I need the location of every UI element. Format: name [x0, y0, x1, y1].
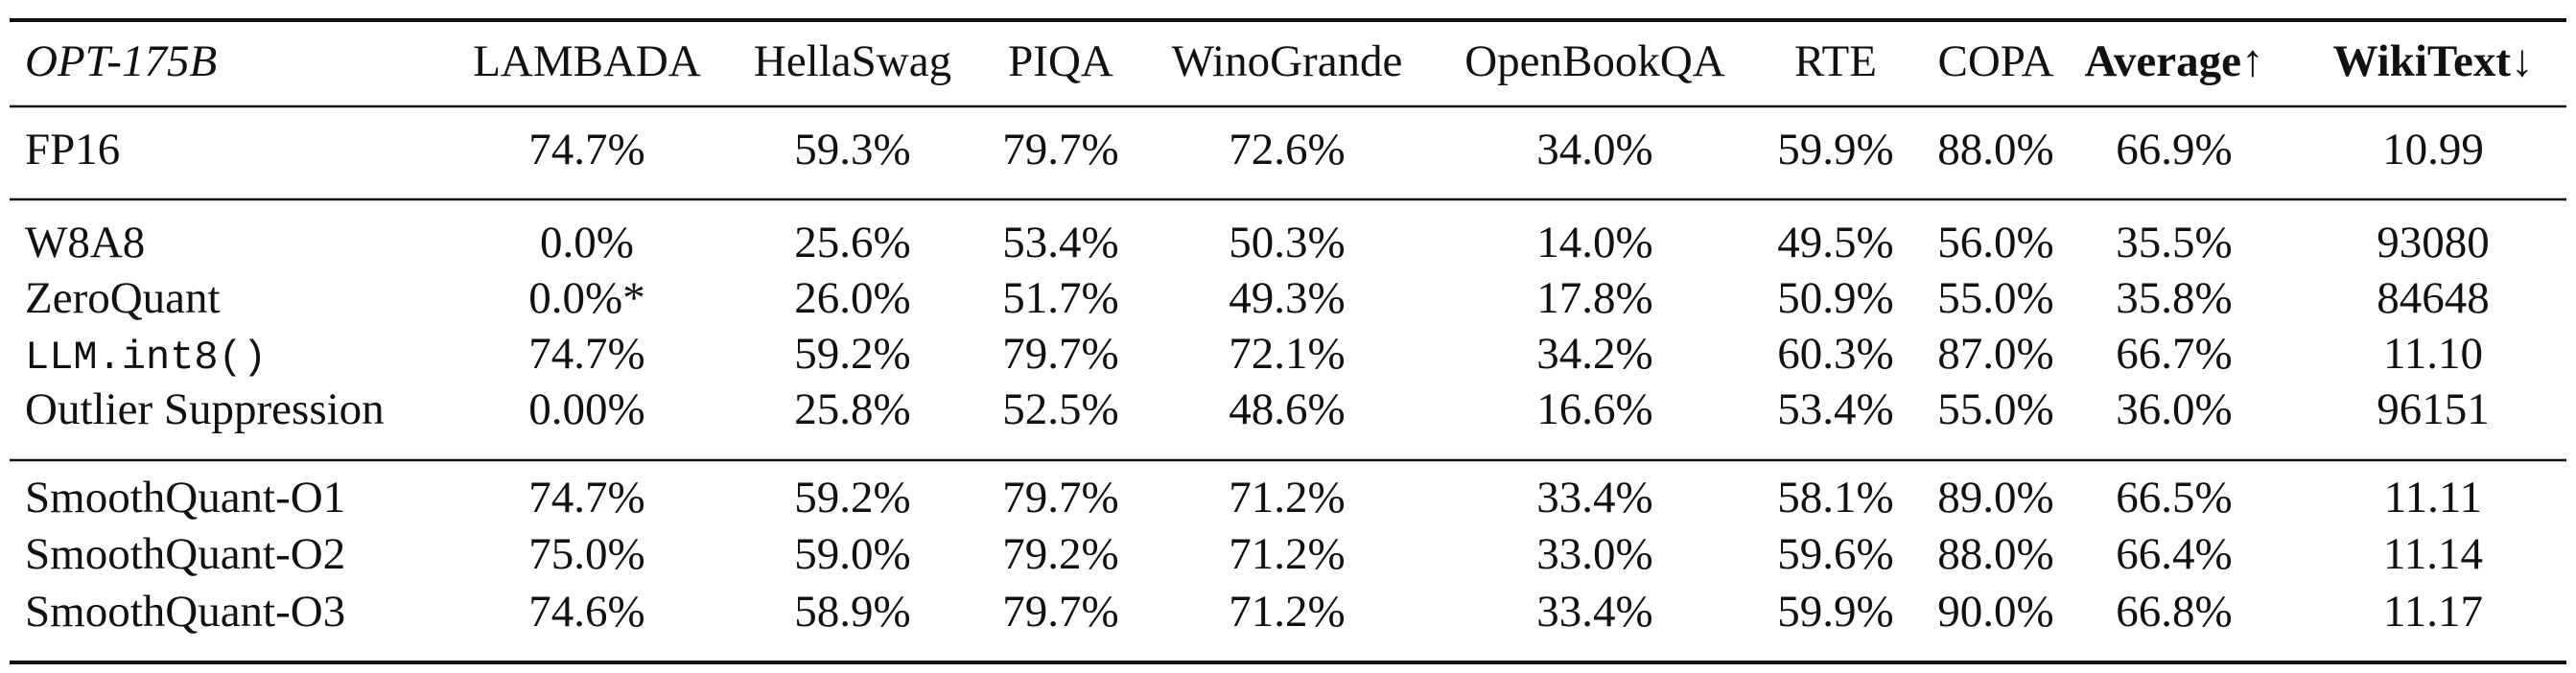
cell-value: 0.0%* [528, 273, 644, 323]
cell-value: 50.9% [1777, 273, 1893, 323]
cell-value: 0.0% [540, 218, 634, 267]
cell-value: 25.6% [794, 218, 910, 267]
cell-value: 79.7% [1002, 329, 1118, 379]
method-name: Outlier Suppression [25, 384, 385, 434]
cell-value: 90.0% [1937, 587, 2053, 637]
method-name: SmoothQuant-O3 [25, 587, 345, 637]
cell-value: 26.0% [794, 273, 910, 323]
cell-value: 59.9% [1777, 125, 1893, 174]
cell-value: 59.9% [1777, 587, 1893, 637]
cell-value: 89.0% [1937, 473, 2053, 522]
cell-value: 34.0% [1536, 125, 1652, 174]
cell-value: 25.8% [794, 384, 910, 434]
cell-value: 79.7% [1002, 473, 1118, 522]
method-name: SmoothQuant-O1 [25, 473, 345, 522]
cell-value: 56.0% [1937, 218, 2053, 267]
cell-value: 10.99 [2382, 125, 2484, 174]
cell-value: 34.2% [1536, 329, 1652, 379]
cell-value: 66.8% [2116, 587, 2232, 637]
cell-value: 0.00% [528, 384, 644, 434]
cell-value: 66.5% [2116, 473, 2232, 522]
cell-value: 11.11 [2384, 473, 2482, 522]
cell-value: 59.6% [1777, 529, 1893, 579]
cell-value: 55.0% [1937, 384, 2053, 434]
cell-value: 55.0% [1937, 273, 2053, 323]
cell-value: 66.7% [2116, 329, 2232, 379]
cell-value: 11.17 [2383, 587, 2483, 637]
column-header: PIQA [1008, 36, 1113, 86]
cell-value: 14.0% [1536, 218, 1652, 267]
cell-value: 71.2% [1229, 473, 1345, 522]
method-name: LLM.int8() [25, 335, 267, 381]
cell-value: 17.8% [1536, 273, 1652, 323]
method-name: W8A8 [25, 218, 145, 267]
model-header: OPT-175B [25, 36, 217, 86]
cell-value: 49.5% [1777, 218, 1893, 267]
cell-value: 66.4% [2116, 529, 2232, 579]
cell-value: 52.5% [1002, 384, 1118, 434]
cell-value: 79.7% [1002, 125, 1118, 174]
method-name: ZeroQuant [25, 273, 221, 323]
cell-value: 74.6% [528, 587, 644, 637]
cell-value: 11.14 [2383, 529, 2483, 579]
method-name: SmoothQuant-O2 [25, 529, 345, 579]
method-name: FP16 [25, 125, 120, 174]
cell-value: 59.3% [794, 125, 910, 174]
cell-value: 93080 [2377, 218, 2490, 267]
cell-value: 53.4% [1002, 218, 1118, 267]
cell-value: 66.9% [2116, 125, 2232, 174]
cell-value: 79.2% [1002, 529, 1118, 579]
cell-value: 72.6% [1229, 125, 1345, 174]
cell-value: 60.3% [1777, 329, 1893, 379]
cell-value: 84648 [2377, 273, 2490, 323]
cell-value: 75.0% [528, 529, 644, 579]
cell-value: 58.1% [1777, 473, 1893, 522]
cell-value: 50.3% [1229, 218, 1345, 267]
cell-value: 16.6% [1536, 384, 1652, 434]
cell-value: 59.2% [794, 329, 910, 379]
column-header: WikiText↓ [2333, 36, 2534, 86]
cell-value: 33.4% [1536, 473, 1652, 522]
cell-value: 48.6% [1229, 384, 1345, 434]
cell-value: 33.0% [1536, 529, 1652, 579]
cell-value: 35.8% [2116, 273, 2232, 323]
column-header: COPA [1937, 36, 2053, 86]
cell-value: 36.0% [2116, 384, 2232, 434]
column-header: HellaSwag [754, 36, 951, 86]
cell-value: 11.10 [2383, 329, 2483, 379]
cell-value: 49.3% [1229, 273, 1345, 323]
cell-value: 74.7% [528, 125, 644, 174]
cell-value: 74.7% [528, 473, 644, 522]
cell-value: 88.0% [1937, 529, 2053, 579]
cell-value: 87.0% [1937, 329, 2053, 379]
cell-value: 79.7% [1002, 587, 1118, 637]
cell-value: 71.2% [1229, 587, 1345, 637]
cell-value: 88.0% [1937, 125, 2053, 174]
cell-value: 96151 [2377, 384, 2490, 434]
column-header: OpenBookQA [1464, 36, 1725, 86]
column-header: Average↑ [2084, 36, 2263, 86]
cell-value: 71.2% [1229, 529, 1345, 579]
cell-value: 59.0% [794, 529, 910, 579]
cell-value: 74.7% [528, 329, 644, 379]
cell-value: 59.2% [794, 473, 910, 522]
column-header: RTE [1794, 36, 1877, 86]
cell-value: 51.7% [1002, 273, 1118, 323]
cell-value: 58.9% [794, 587, 910, 637]
cell-value: 33.4% [1536, 587, 1652, 637]
column-header: WinoGrande [1172, 36, 1403, 86]
column-header: LAMBADA [473, 36, 701, 86]
cell-value: 35.5% [2116, 218, 2232, 267]
cell-value: 72.1% [1229, 329, 1345, 379]
cell-value: 53.4% [1777, 384, 1893, 434]
